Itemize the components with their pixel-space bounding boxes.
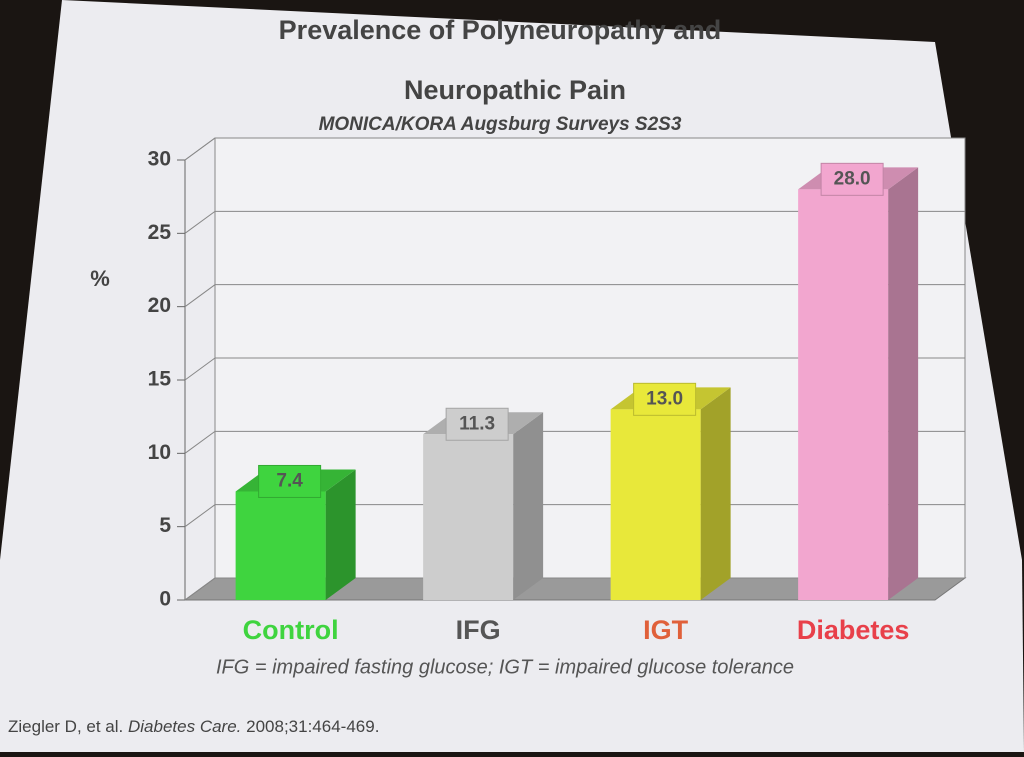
citation: Ziegler D, et al. Diabetes Care. 2008;31… (8, 717, 379, 736)
y-axis-label: % (90, 266, 110, 291)
value-label: 7.4 (276, 470, 303, 491)
x-tick-label: Diabetes (797, 615, 910, 645)
bar (423, 434, 514, 600)
value-label-box (445, 407, 509, 441)
plot: 0 5 10 15 20 25 30 7.4 Control 11.3 IFG 13.0 IGT 28.0… (148, 137, 967, 645)
bar-side (325, 469, 356, 600)
bar (798, 189, 889, 601)
x-tick-label: IFG (456, 615, 501, 645)
y-tick-label: 0 (159, 588, 171, 611)
grid-line (184, 137, 965, 161)
value-label-box (633, 382, 697, 416)
y-tick-label: 20 (148, 294, 171, 317)
footnote: IFG = impaired fasting glucose; IGT = im… (216, 656, 794, 678)
value-label: 11.3 (459, 413, 495, 434)
grid-line (184, 357, 965, 381)
bar-side (700, 387, 731, 600)
grid-line (184, 284, 965, 308)
y-tick-label: 30 (148, 148, 171, 171)
bar-side (888, 167, 919, 601)
y-tick-label: 25 (148, 221, 172, 244)
value-label: 28.0 (834, 168, 871, 189)
chart-subtitle: MONICA/KORA Augsburg Surveys S2S3 (319, 114, 682, 135)
citation-authors: Ziegler D, et al. (8, 717, 123, 736)
x-tick-label: Control (243, 615, 339, 645)
y-tick-label: 15 (148, 368, 172, 391)
grid-line (184, 210, 965, 234)
y-tick-label: 10 (148, 441, 171, 464)
x-tick-label: IGT (643, 615, 689, 645)
y-tick-label: 5 (159, 514, 171, 537)
citation-journal: Diabetes Care. (128, 717, 241, 736)
value-label-box (820, 162, 884, 196)
chart-title: Neuropathic Pain (404, 75, 626, 105)
chart-title: Prevalence of Polyneuropathy and (279, 15, 722, 45)
value-label: 13.0 (646, 388, 683, 409)
value-label-box (258, 464, 322, 498)
bar (235, 491, 326, 600)
citation-details: 2008;31:464-469. (246, 717, 379, 736)
bar (610, 409, 701, 600)
bar-side (513, 412, 544, 600)
